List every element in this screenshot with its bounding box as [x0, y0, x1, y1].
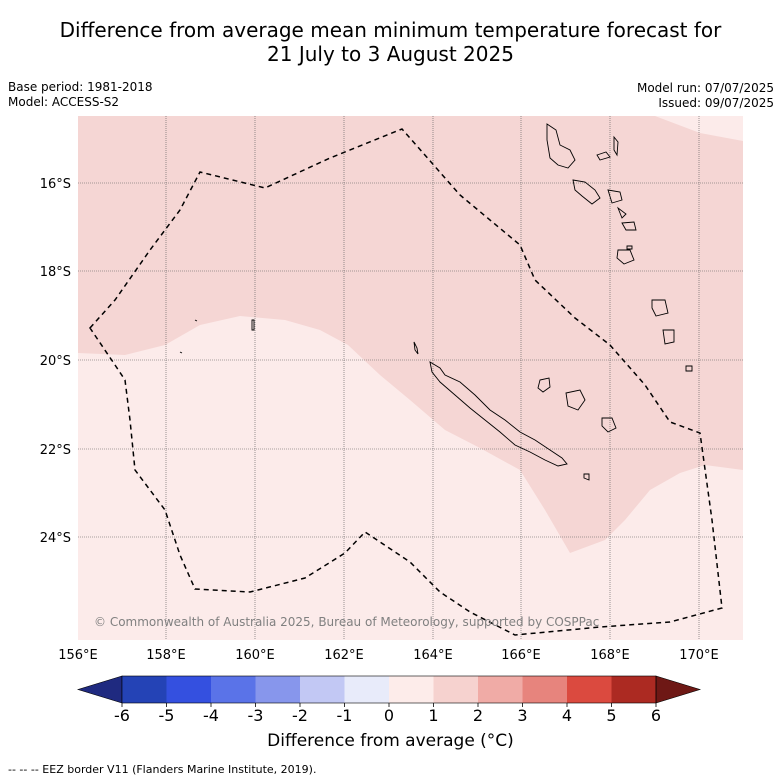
chart-title: Difference from average mean minimum tem… — [0, 18, 781, 66]
lat-label-24s: 24°S — [40, 531, 71, 546]
meta-left: Base period: 1981-2018 Model: ACCESS-S2 — [8, 80, 153, 110]
colorbar-tick-label: -4 — [203, 706, 219, 725]
islet-east-1 — [685, 365, 693, 372]
vanuatu-pentecost — [607, 189, 623, 204]
lat-label-18s: 18°S — [40, 265, 71, 280]
colorbar-extend-high — [655, 675, 702, 704]
colorbar-tick-label: 5 — [606, 706, 616, 725]
lon-label-162e: 162°E — [324, 648, 364, 663]
base-period-text: Base period: 1981-2018 — [8, 80, 153, 94]
lon-label-166e: 166°E — [501, 648, 541, 663]
islet-west-3 — [179, 351, 183, 354]
vanuatu-erromango — [616, 249, 635, 265]
islet-west-1 — [251, 319, 255, 331]
colorbar-tick-label: -2 — [292, 706, 308, 725]
colorbar-tick-label: -6 — [114, 706, 130, 725]
vanuatu-malekula — [572, 179, 601, 205]
belep-islands — [413, 341, 419, 355]
lon-label-168e: 168°E — [590, 648, 630, 663]
colorbar: -6 -5 -4 -3 -2 -1 0 1 2 3 4 5 6 — [76, 675, 702, 725]
colorbar-swatch — [166, 676, 212, 703]
vanuatu-ambae — [596, 151, 611, 161]
lat-tick-labels: 16°S 18°S 20°S 22°S 24°S — [40, 177, 71, 546]
lon-tick-labels: 156°E 158°E 160°E 162°E 164°E 166°E 168°… — [58, 648, 719, 663]
title-line-2: 21 July to 3 August 2025 — [267, 42, 514, 66]
coastlines — [179, 123, 693, 481]
lon-label-158e: 158°E — [146, 648, 186, 663]
model-run-text: Model run: 07/07/2025 — [636, 81, 774, 95]
colorbar-tick-label: 6 — [651, 706, 661, 725]
colorbar-swatch — [300, 676, 345, 703]
loyalty-island-mare-south — [601, 417, 617, 433]
vanuatu-epi — [616, 206, 627, 219]
hunter-island-region-1 — [651, 299, 669, 317]
lon-label-170e: 170°E — [679, 648, 719, 663]
colorbar-swatch — [255, 676, 301, 703]
colorbar-tick-label: 0 — [384, 706, 394, 725]
title-line-1: Difference from average mean minimum tem… — [59, 18, 722, 42]
colorbar-swatch — [344, 676, 390, 703]
colorbar-tick-label: -3 — [248, 706, 264, 725]
vanuatu-maewo — [613, 135, 619, 157]
hunter-island-region-2 — [662, 329, 675, 345]
islet-west-2 — [194, 319, 198, 322]
lat-label-22s: 22°S — [40, 443, 71, 458]
colorbar-tick-label: -5 — [159, 706, 175, 725]
lon-label-156e: 156°E — [58, 648, 98, 663]
colorbar-swatch — [478, 676, 523, 703]
anomaly-region-1-to-2 — [78, 116, 743, 553]
eez-border — [89, 128, 723, 636]
colorbar-extend-low — [76, 675, 123, 704]
vanuatu-espiritu-santo — [546, 123, 576, 169]
copyright-text: © Commonwealth of Australia 2025, Bureau… — [94, 615, 599, 629]
colorbar-tick-label: 1 — [428, 706, 438, 725]
loyalty-island-maré — [537, 377, 551, 393]
colorbar-swatch — [433, 676, 479, 703]
colorbar-swatch — [522, 676, 568, 703]
colorbar-title: Difference from average (°C) — [267, 731, 514, 751]
new-caledonia-coastline — [429, 361, 568, 467]
lat-label-16s: 16°S — [40, 177, 71, 192]
colorbar-swatch — [567, 676, 612, 703]
loyalty-island-lifou — [565, 389, 586, 411]
colorbar-tick-label: 3 — [517, 706, 527, 725]
colorbar-swatch — [211, 676, 256, 703]
issued-text: Issued: 09/07/2025 — [658, 96, 774, 110]
colorbar-swatch — [611, 676, 657, 703]
colorbar-swatch — [122, 676, 167, 703]
colorbar-tick-label: 4 — [562, 706, 572, 725]
meta-right: Model run: 07/07/2025 Issued: 09/07/2025 — [637, 81, 774, 111]
lat-label-20s: 20°S — [40, 354, 71, 369]
lon-label-160e: 160°E — [235, 648, 275, 663]
isle-of-pines — [583, 473, 590, 481]
lon-label-164e: 164°E — [413, 648, 453, 663]
colorbar-swatch — [389, 676, 434, 703]
vanuatu-tanna — [626, 245, 633, 250]
map-gridlines — [78, 116, 743, 640]
colorbar-tick-label: -1 — [337, 706, 353, 725]
model-text: Model: ACCESS-S2 — [8, 95, 120, 109]
eez-footnote: -- -- -- EEZ border V11 (Flanders Marine… — [8, 763, 317, 776]
colorbar-tick-label: 2 — [473, 706, 483, 725]
vanuatu-efate — [621, 221, 637, 231]
